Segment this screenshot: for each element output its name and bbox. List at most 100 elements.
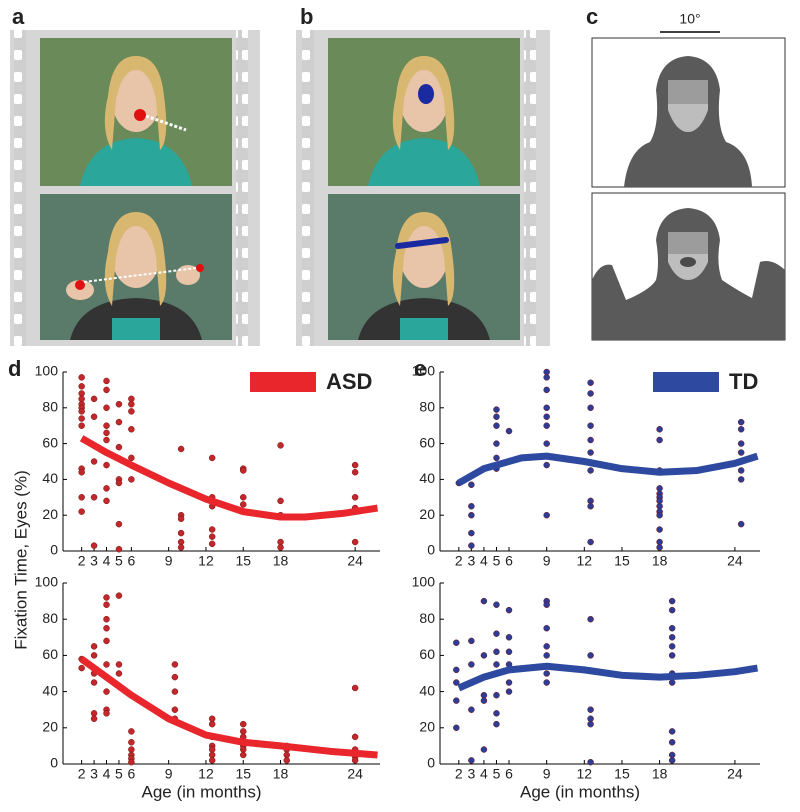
data-point	[128, 758, 135, 766]
y-tick-label: 20	[419, 506, 435, 522]
data-point	[115, 479, 123, 487]
data-point	[468, 637, 475, 645]
data-point	[351, 733, 359, 741]
data-point	[90, 715, 98, 722]
y-tick-label: 100	[412, 363, 436, 379]
data-point	[177, 445, 185, 453]
x-tick-label: 9	[543, 766, 551, 782]
data-point	[128, 454, 135, 462]
data-point	[543, 368, 550, 376]
data-point	[171, 661, 179, 668]
data-point	[543, 404, 550, 412]
x-tick-label: 6	[505, 766, 513, 782]
data-point	[468, 503, 475, 510]
data-point	[128, 426, 135, 433]
x-tick-label: 9	[165, 766, 173, 782]
x-tick-label: 24	[727, 553, 743, 569]
scale-bar-label: 10°	[679, 11, 700, 27]
data-point	[128, 746, 135, 753]
data-point	[90, 494, 98, 501]
data-point	[128, 395, 135, 403]
data-point	[351, 461, 359, 469]
data-point	[115, 661, 123, 668]
x-tick-label: 9	[165, 553, 173, 569]
data-point	[468, 529, 475, 537]
data-point	[103, 404, 110, 412]
data-point	[505, 606, 513, 614]
data-point	[277, 497, 284, 505]
data-point	[668, 652, 676, 659]
data-point	[587, 720, 594, 728]
data-point	[115, 443, 123, 451]
x-tick-label: 3	[90, 766, 98, 782]
x-axis-label: Age (in months)	[142, 782, 262, 801]
x-tick-label: 15	[235, 553, 251, 569]
data-point	[480, 691, 488, 699]
data-point	[128, 400, 135, 408]
data-point	[587, 390, 594, 397]
data-point	[656, 436, 663, 444]
data-point	[543, 625, 550, 632]
x-tick-label: 4	[103, 766, 111, 782]
data-point	[668, 643, 676, 650]
x-tick-label: 9	[543, 553, 551, 569]
data-point	[240, 751, 247, 759]
data-point	[493, 710, 500, 717]
data-point	[493, 601, 500, 608]
data-point	[103, 615, 110, 623]
data-point	[78, 508, 85, 515]
data-point	[240, 720, 247, 728]
data-point	[468, 661, 475, 668]
data-point	[177, 538, 185, 546]
data-point	[171, 673, 179, 681]
data-point	[468, 542, 475, 549]
data-point	[737, 440, 745, 447]
data-point	[543, 374, 550, 381]
data-point	[656, 503, 663, 510]
data-point	[480, 697, 488, 704]
data-point	[587, 503, 594, 510]
y-tick-label: 0	[50, 755, 58, 771]
data-point	[208, 533, 216, 540]
data-point	[493, 422, 500, 429]
data-point	[587, 404, 594, 412]
data-point	[283, 757, 291, 764]
x-tick-label: 2	[78, 553, 86, 569]
data-point	[171, 706, 179, 713]
data-point	[90, 679, 98, 686]
data-point	[78, 408, 85, 415]
data-point	[480, 652, 488, 659]
data-point	[78, 390, 85, 397]
y-tick-label: 80	[419, 610, 435, 626]
data-point	[240, 746, 247, 753]
x-tick-label: 2	[455, 553, 463, 569]
data-point	[468, 511, 475, 519]
data-point	[351, 494, 359, 501]
data-point	[587, 615, 594, 623]
data-point	[587, 758, 594, 766]
data-point	[587, 715, 594, 722]
data-point	[737, 467, 745, 474]
fit-curve	[79, 656, 378, 759]
data-point	[468, 706, 475, 713]
data-point	[543, 643, 550, 650]
data-point	[103, 485, 110, 492]
data-point	[587, 379, 594, 386]
x-tick-label: 2	[455, 766, 463, 782]
data-point	[505, 648, 513, 656]
data-point	[351, 468, 359, 476]
data-point	[480, 746, 488, 753]
data-point	[90, 652, 98, 659]
data-point	[78, 395, 85, 403]
data-point	[208, 746, 216, 753]
data-point	[453, 639, 460, 646]
fit-curve	[457, 452, 759, 487]
data-point	[656, 544, 663, 551]
data-point	[505, 688, 513, 695]
data-point	[78, 494, 85, 501]
data-point	[177, 515, 185, 523]
data-point	[656, 526, 663, 533]
data-point	[543, 461, 550, 469]
x-tick-label: 5	[115, 553, 123, 569]
y-tick-label: 40	[42, 682, 58, 698]
